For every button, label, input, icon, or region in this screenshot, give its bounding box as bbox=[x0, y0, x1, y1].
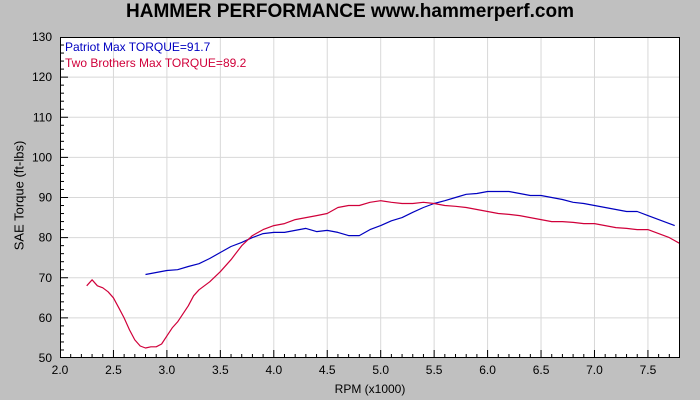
x-tick-label: 6.0 bbox=[479, 363, 496, 377]
plot-border bbox=[60, 37, 680, 358]
legend-entry-patriot: Patriot Max TORQUE=91.7 bbox=[65, 40, 211, 54]
x-tick-label: 4.0 bbox=[265, 363, 282, 377]
y-tick-label: 90 bbox=[39, 191, 53, 205]
x-tick-label: 5.5 bbox=[426, 363, 443, 377]
y-tick-label: 110 bbox=[33, 110, 52, 124]
y-tick-label: 60 bbox=[39, 311, 53, 325]
x-tick-label: 2.0 bbox=[52, 363, 69, 377]
x-tick-label: 6.5 bbox=[533, 363, 550, 377]
y-tick-label: 120 bbox=[32, 70, 52, 84]
x-tick-label: 3.0 bbox=[159, 363, 176, 377]
x-tick-label: 7.5 bbox=[640, 363, 657, 377]
series-line-two-brothers bbox=[86, 200, 680, 349]
x-axis-label: RPM (x1000) bbox=[334, 382, 406, 396]
legend-entry-two-brothers: Two Brothers Max TORQUE=89.2 bbox=[65, 56, 247, 70]
y-tick-label: 130 bbox=[32, 30, 52, 44]
y-axis-label: SAE Torque (ft-lbs) bbox=[11, 140, 27, 251]
x-tick-label: 5.0 bbox=[372, 363, 389, 377]
y-tick-label: 50 bbox=[39, 351, 53, 365]
y-tick-label: 80 bbox=[39, 231, 53, 245]
series-layer bbox=[86, 190, 680, 349]
y-tick-label: 70 bbox=[39, 271, 53, 285]
y-tick-label: 100 bbox=[32, 150, 52, 164]
grid bbox=[60, 37, 680, 358]
plot-area: Patriot Max TORQUE=91.7 Two Brothers Max … bbox=[60, 37, 680, 358]
x-tick-label: 7.0 bbox=[586, 363, 603, 377]
x-tick-label: 3.5 bbox=[212, 363, 229, 377]
series-line-patriot bbox=[145, 190, 675, 276]
y-tick-labels: 130 120 110 100 90 80 70 60 50 bbox=[32, 30, 52, 365]
chart-title: HAMMER PERFORMANCE www.hammerperf.com bbox=[126, 1, 574, 22]
x-tick-labels: 2.0 2.5 3.0 3.5 4.0 4.5 5.0 5.5 6.0 6.5 7.0 7.5 bbox=[52, 363, 657, 377]
legend: Patriot Max TORQUE=91.7 Two Brothers Max … bbox=[65, 40, 247, 70]
x-tick-label: 4.5 bbox=[319, 363, 336, 377]
x-tick-label: 2.5 bbox=[105, 363, 122, 377]
